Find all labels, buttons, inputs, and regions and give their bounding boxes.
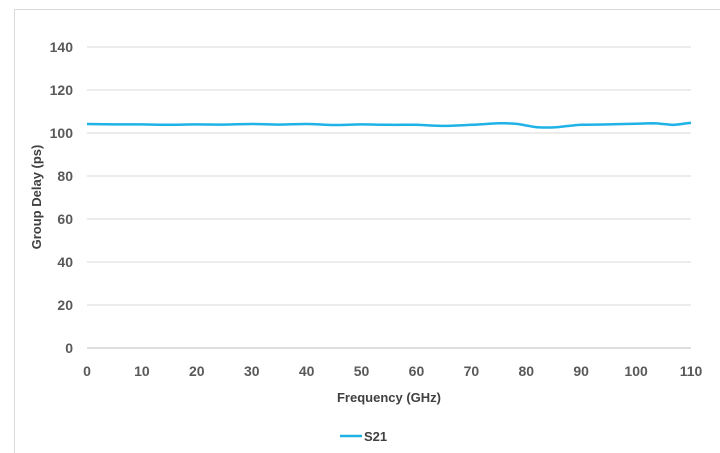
series-layer <box>86 121 692 129</box>
x-tick-label: 50 <box>354 363 370 379</box>
y-tick-label: 120 <box>50 82 74 98</box>
y-tick-label: 140 <box>50 39 74 55</box>
x-tick-label: 40 <box>299 363 315 379</box>
x-tick-label: 30 <box>244 363 260 379</box>
y-axis-title: Group Delay (ps) <box>29 145 44 250</box>
gridlines <box>87 46 691 349</box>
x-axis-title: Frequency (GHz) <box>337 390 441 405</box>
y-tick-label: 100 <box>50 125 74 141</box>
chart-frame <box>14 9 720 453</box>
y-tick-label: 20 <box>57 297 73 313</box>
x-axis-ticks: 0 10 20 30 40 50 60 70 80 90 100 110 <box>83 363 702 379</box>
y-tick-label: 0 <box>65 340 73 356</box>
y-tick-label: 60 <box>57 211 73 227</box>
legend-label-s21: S21 <box>364 429 387 444</box>
x-tick-label: 60 <box>409 363 425 379</box>
y-tick-label: 80 <box>57 168 73 184</box>
x-tick-label: 70 <box>464 363 480 379</box>
x-tick-label: 20 <box>189 363 205 379</box>
x-tick-label: 100 <box>624 363 648 379</box>
y-tick-label: 40 <box>57 254 73 270</box>
legend: S21 <box>340 429 387 444</box>
x-tick-label: 80 <box>518 363 534 379</box>
x-tick-label: 90 <box>573 363 589 379</box>
series-line-s21 <box>86 121 692 129</box>
x-tick-label: 110 <box>680 363 703 379</box>
y-axis-ticks: 0 20 40 60 80 100 120 140 <box>50 39 74 356</box>
x-tick-label: 0 <box>83 363 91 379</box>
x-tick-label: 10 <box>134 363 150 379</box>
